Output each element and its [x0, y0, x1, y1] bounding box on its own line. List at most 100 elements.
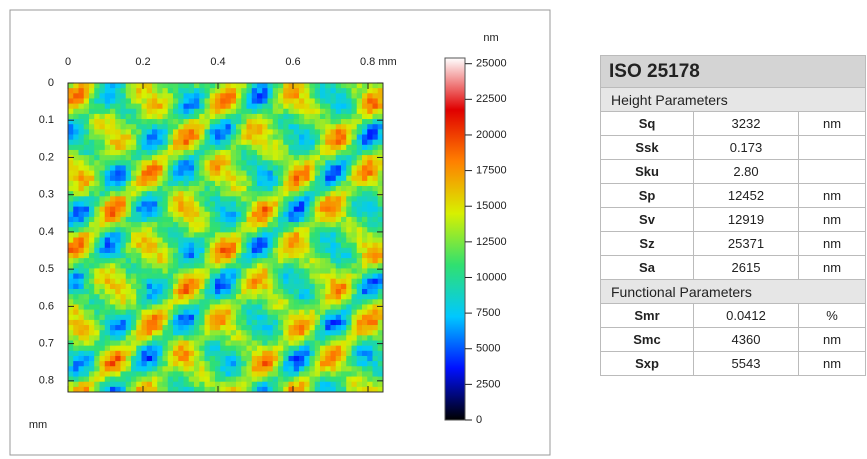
height-pixel: [272, 170, 279, 177]
height-pixel: [341, 242, 347, 249]
height-pixel: [236, 211, 242, 218]
height-pixel: [89, 124, 95, 130]
height-pixel: [267, 340, 274, 347]
height-pixel: [225, 258, 232, 264]
height-pixel: [377, 371, 384, 378]
height-pixel: [309, 366, 316, 372]
height-pixel: [125, 330, 132, 336]
height-pixel: [157, 170, 163, 177]
height-pixel: [89, 186, 95, 192]
height-pixel: [152, 201, 158, 208]
height-pixel: [68, 258, 74, 264]
height-pixel: [299, 376, 305, 383]
height-pixel: [125, 191, 132, 197]
height-pixel: [325, 155, 331, 161]
height-pixel: [125, 83, 132, 89]
height-pixel: [325, 149, 331, 156]
height-pixel: [335, 263, 342, 269]
height-pixel: [215, 345, 221, 352]
height-pixel: [131, 237, 137, 244]
height-pixel: [99, 258, 106, 264]
height-pixel: [225, 386, 232, 393]
height-pixel: [304, 160, 310, 166]
height-pixel: [83, 98, 90, 105]
height-pixel: [330, 186, 337, 192]
height-pixel: [330, 345, 337, 352]
height-pixel: [330, 299, 337, 305]
height-pixel: [220, 103, 226, 110]
height-pixel: [346, 381, 352, 388]
height-pixel: [304, 294, 310, 300]
height-pixel: [272, 304, 279, 311]
height-pixel: [356, 283, 363, 290]
height-pixel: [152, 386, 158, 393]
height-pixel: [73, 273, 79, 280]
height-pixel: [304, 113, 310, 120]
height-pixel: [215, 350, 221, 357]
height-pixel: [262, 252, 268, 259]
height-pixel: [267, 381, 274, 388]
height-pixel: [162, 119, 169, 125]
height-pixel: [188, 201, 195, 208]
height-pixel: [341, 381, 347, 388]
height-pixel: [136, 222, 142, 228]
height-pixel: [351, 381, 358, 388]
height-pixel: [157, 252, 163, 259]
height-pixel: [131, 222, 137, 228]
height-pixel: [162, 98, 169, 105]
height-pixel: [346, 247, 352, 254]
height-pixel: [293, 103, 300, 110]
height-pixel: [178, 304, 184, 311]
height-pixel: [367, 299, 373, 305]
height-pixel: [351, 263, 358, 269]
height-pixel: [346, 309, 352, 316]
height-pixel: [304, 134, 310, 141]
height-pixel: [115, 263, 121, 269]
height-pixel: [68, 186, 74, 192]
height-pixel: [257, 93, 263, 99]
height-pixel: [173, 309, 179, 316]
height-pixel: [299, 113, 305, 120]
height-pixel: [110, 191, 116, 197]
height-pixel: [131, 314, 137, 321]
height-pixel: [356, 237, 363, 244]
height-pixel: [251, 283, 258, 290]
height-pixel: [125, 232, 132, 238]
height-pixel: [104, 355, 111, 362]
height-pixel: [115, 170, 121, 177]
height-pixel: [125, 376, 132, 383]
height-pixel: [346, 144, 352, 151]
height-pixel: [236, 139, 242, 146]
height-pixel: [162, 319, 169, 326]
height-pixel: [173, 113, 179, 120]
height-pixel: [372, 345, 379, 352]
height-pixel: [99, 355, 106, 362]
height-pixel: [167, 247, 174, 254]
height-pixel: [188, 155, 195, 161]
height-pixel: [257, 216, 263, 223]
height-pixel: [251, 129, 258, 135]
height-pixel: [272, 119, 279, 125]
height-pixel: [241, 211, 247, 218]
height-pixel: [346, 237, 352, 244]
height-pixel: [341, 376, 347, 383]
height-pixel: [377, 335, 384, 341]
height-pixel: [230, 155, 237, 161]
height-pixel: [225, 139, 232, 146]
height-pixel: [362, 330, 368, 336]
height-pixel: [188, 247, 195, 254]
height-pixel: [146, 345, 153, 352]
height-pixel: [246, 386, 253, 393]
height-pixel: [335, 289, 342, 295]
height-pixel: [68, 247, 74, 254]
height-pixel: [68, 83, 74, 89]
height-pixel: [73, 113, 79, 120]
height-pixel: [330, 170, 337, 177]
height-pixel: [267, 119, 274, 125]
height-pixel: [83, 134, 90, 141]
x-tick-label: 0.8 mm: [360, 56, 397, 68]
height-pixel: [278, 314, 284, 321]
colorbar-unit: nm: [483, 32, 498, 44]
height-pixel: [272, 242, 279, 249]
height-pixel: [73, 186, 79, 192]
